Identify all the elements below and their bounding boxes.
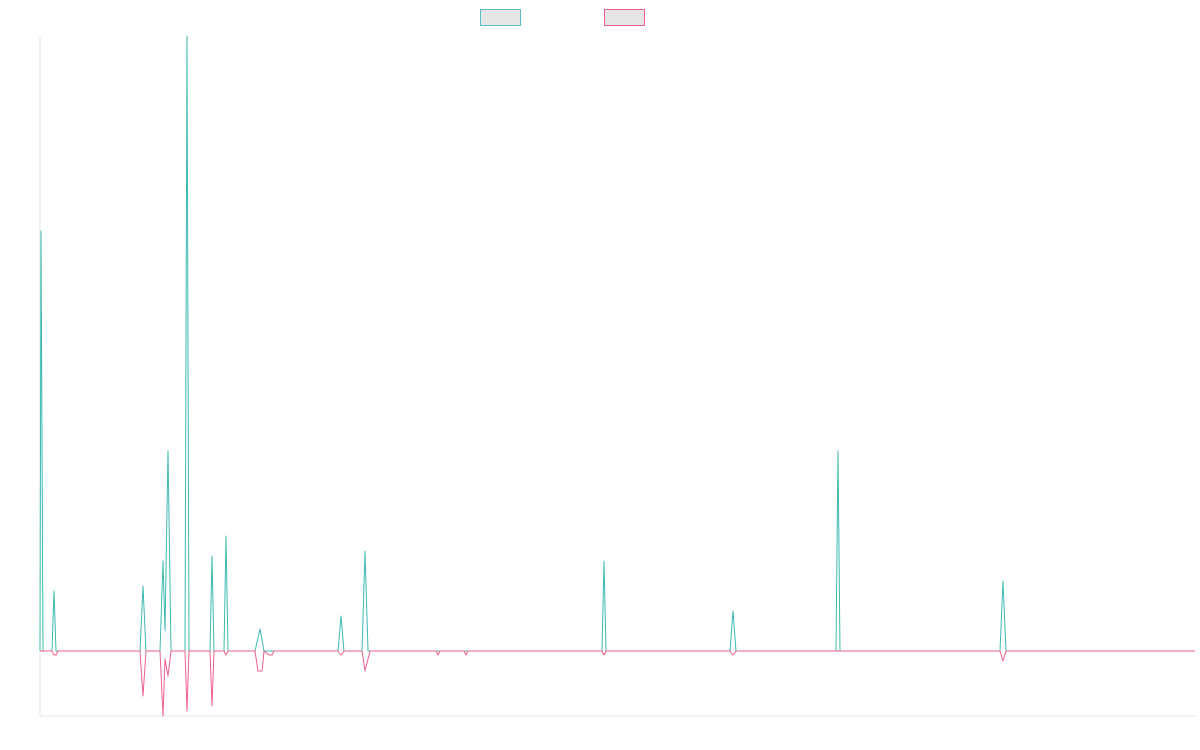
- legend-swatch-teal[interactable]: [480, 9, 521, 26]
- series-line-pink: [40, 650, 1195, 717]
- series-layer: [39, 35, 1195, 717]
- series-line-teal: [39, 35, 1195, 652]
- legend: [480, 9, 645, 26]
- legend-swatch-pink[interactable]: [604, 9, 645, 26]
